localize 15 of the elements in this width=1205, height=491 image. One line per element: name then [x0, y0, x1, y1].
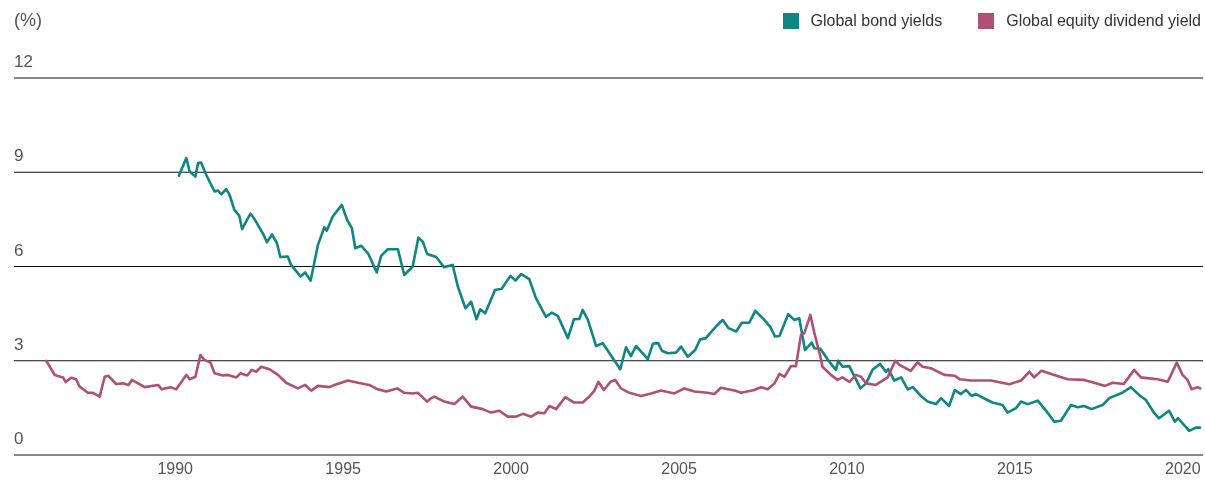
x-tick-label: 2005	[661, 460, 697, 478]
x-tick-label: 1995	[325, 460, 362, 478]
y-tick-label: 6	[14, 240, 24, 261]
y-tick-label: 3	[14, 334, 24, 355]
y-axis-title: (%)	[14, 10, 42, 31]
x-tick-label: 2010	[829, 460, 865, 478]
x-tick-label: 2015	[997, 460, 1033, 478]
y-tick-label: 0	[14, 429, 24, 449]
x-tick-label: 2020	[1165, 460, 1201, 478]
x-tick-label: 1990	[157, 460, 194, 478]
x-tick-label: 2000	[493, 460, 529, 478]
legend-label: Global equity dividend yield	[1006, 12, 1201, 30]
y-tick-label: 9	[14, 146, 24, 167]
legend-label: Global bond yields	[810, 12, 943, 30]
y-tick-label: 12	[14, 52, 33, 72]
